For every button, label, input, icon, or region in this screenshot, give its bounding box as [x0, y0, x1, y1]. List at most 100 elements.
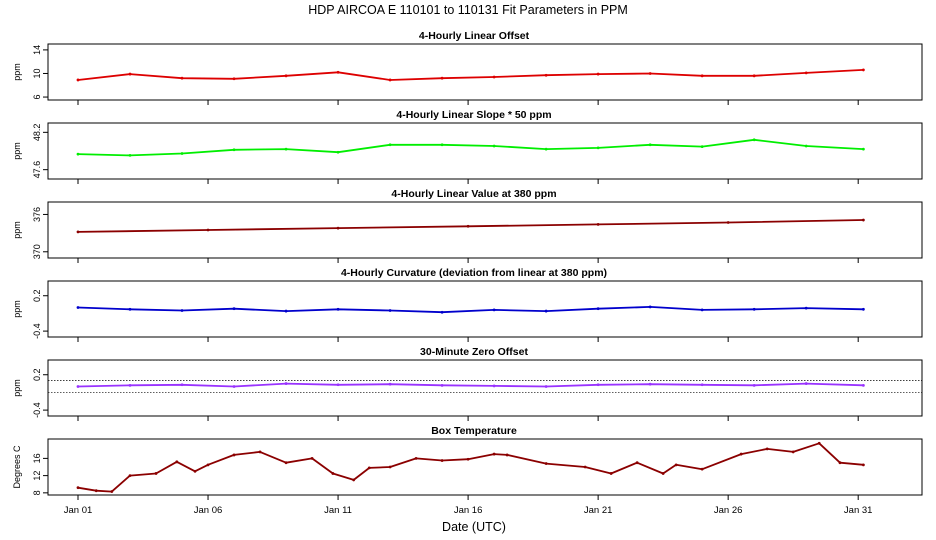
panel-title: 30-Minute Zero Offset: [420, 346, 528, 358]
data-point: [700, 383, 704, 387]
data-point: [752, 74, 756, 78]
data-point: [128, 474, 132, 478]
data-point: [440, 310, 444, 314]
data-point: [492, 144, 496, 148]
x-tick-label: Jan 06: [194, 505, 223, 516]
data-point: [180, 383, 184, 387]
data-point: [752, 138, 756, 142]
data-point: [128, 72, 132, 76]
data-point: [661, 472, 665, 475]
data-point: [440, 76, 444, 80]
data-point: [76, 152, 80, 156]
data-point: [596, 223, 600, 226]
data-point: [232, 77, 236, 81]
data-point: [414, 456, 418, 460]
panel-title: 4-Hourly Linear Slope * 50 ppm: [396, 109, 551, 121]
data-point: [284, 147, 288, 151]
data-point: [596, 72, 600, 76]
y-axis-label: Degrees C: [12, 445, 22, 489]
data-point: [331, 472, 335, 475]
data-point: [94, 489, 98, 493]
data-point: [388, 78, 392, 82]
y-tick-label: 16: [32, 453, 42, 463]
data-point: [352, 478, 356, 482]
data-point: [388, 382, 392, 386]
data-point: [388, 309, 392, 312]
data-point: [838, 461, 842, 465]
data-point: [544, 462, 548, 465]
panel-frame: [47, 122, 923, 180]
panel-5: 30-Minute Zero Offset ppm -0.4 0.2: [12, 346, 923, 421]
x-tick-label: Jan 31: [844, 505, 873, 516]
x-tick-label: Jan 16: [454, 505, 483, 516]
data-point: [232, 385, 236, 388]
data-point: [596, 383, 600, 387]
y-tick-label: 376: [32, 207, 42, 222]
x-tick-label: Jan 26: [714, 505, 743, 516]
data-point: [336, 70, 340, 74]
data-point: [336, 226, 340, 230]
y-tick-label: 47.6: [32, 161, 42, 179]
data-point: [726, 221, 730, 224]
y-axis-label: ppm: [12, 142, 22, 160]
x-tick-label: Jan 21: [584, 505, 613, 516]
data-point: [861, 383, 865, 387]
data-point: [76, 486, 80, 490]
series-line: [77, 305, 864, 314]
y-tick-label: 6: [32, 95, 42, 100]
series-line: [77, 382, 864, 388]
panel-2: 4-Hourly Linear Slope * 50 ppm ppm 47.6 48.…: [12, 109, 923, 184]
data-point: [180, 76, 184, 80]
panel-6: Box Temperature Degrees C 8 12 16: [12, 425, 923, 500]
data-point: [861, 307, 865, 311]
data-point: [284, 74, 288, 78]
data-point: [284, 382, 288, 385]
data-point: [206, 228, 210, 232]
data-point: [110, 490, 114, 493]
data-point: [817, 441, 821, 445]
data-point: [232, 453, 236, 457]
y-tick-label: 370: [32, 244, 42, 259]
data-point: [466, 457, 470, 461]
data-point: [284, 461, 288, 465]
panel-title: Box Temperature: [431, 425, 517, 437]
series-line: [77, 69, 864, 81]
data-point: [700, 308, 704, 312]
data-point: [128, 383, 132, 387]
data-point: [310, 456, 314, 460]
panel-frame: [47, 201, 923, 259]
data-point: [206, 463, 210, 467]
series-line: [77, 442, 864, 493]
data-point: [76, 306, 80, 309]
data-point: [648, 143, 652, 147]
data-point: [180, 152, 184, 155]
x-tick-label: Jan 11: [324, 505, 352, 516]
data-point: [492, 452, 496, 456]
data-point: [440, 143, 444, 147]
data-point: [700, 74, 704, 78]
panel-title: 4-Hourly Curvature (deviation from linea…: [341, 267, 607, 279]
x-axis-label: Date (UTC): [442, 520, 506, 534]
data-point: [739, 452, 743, 456]
data-point: [175, 460, 179, 464]
series-line: [77, 219, 864, 233]
data-point: [154, 472, 158, 475]
data-point: [367, 466, 371, 470]
data-point: [336, 383, 340, 387]
data-point: [492, 75, 496, 79]
data-point: [336, 307, 340, 311]
y-tick-label: 14: [32, 45, 42, 55]
y-axis-label: ppm: [12, 379, 22, 397]
x-axis: Jan 01 Jan 06 Jan 11 Jan 16 Jan 21 Jan 26 Jan …: [64, 505, 873, 516]
series-line: [77, 138, 864, 157]
y-tick-label: 48.2: [32, 124, 42, 142]
data-point: [804, 144, 808, 148]
y-tick-label: -0.4: [32, 323, 42, 339]
panel-1: 4-Hourly Linear Offset ppm 6 10 14: [12, 30, 923, 105]
data-point: [596, 146, 600, 150]
data-point: [765, 447, 769, 451]
data-point: [544, 73, 548, 77]
data-point: [258, 450, 262, 454]
data-point: [544, 385, 548, 388]
